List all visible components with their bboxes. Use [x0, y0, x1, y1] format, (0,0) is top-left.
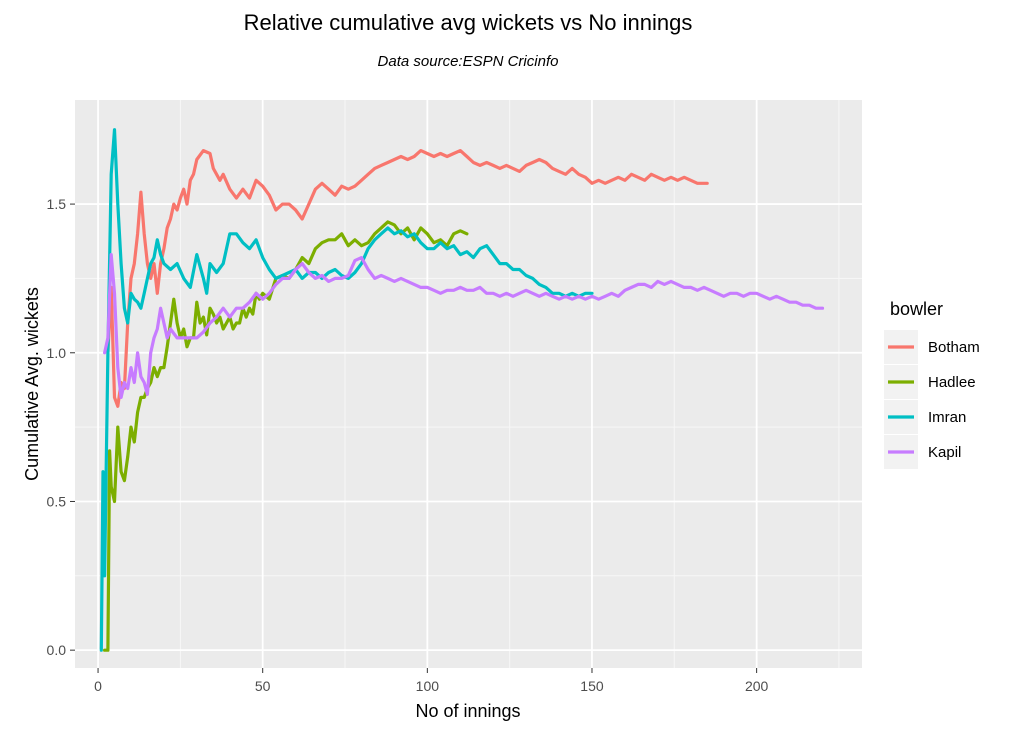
legend: bowler Botham Hadlee Imran Kapil	[884, 299, 980, 469]
y-tick-label: 0.5	[47, 493, 67, 509]
x-axis-title: No of innings	[415, 701, 520, 721]
legend-label-hadlee: Hadlee	[928, 374, 976, 391]
series-line-kapil	[103, 253, 825, 399]
x-tick-label: 200	[745, 678, 769, 694]
major-gridlines	[75, 100, 862, 668]
y-axis: 0.0 0.5 1.0 1.5	[47, 196, 75, 658]
minor-gridlines	[75, 100, 862, 668]
legend-label-kapil: Kapil	[928, 444, 961, 461]
y-tick-label: 1.5	[47, 196, 67, 212]
legend-label-imran: Imran	[928, 409, 966, 426]
x-tick-label: 50	[255, 678, 271, 694]
x-tick-label: 150	[580, 678, 604, 694]
series-line-botham	[106, 149, 709, 408]
chart-subtitle: Data source:ESPN Cricinfo	[378, 53, 559, 70]
plot-panel	[75, 100, 862, 668]
y-axis-title: Cumulative Avg. wickets	[22, 287, 42, 481]
x-tick-label: 100	[416, 678, 440, 694]
x-tick-label: 0	[94, 678, 102, 694]
legend-label-botham: Botham	[928, 339, 980, 356]
series-line-hadlee	[103, 220, 469, 652]
chart-title: Relative cumulative avg wickets vs No in…	[244, 10, 693, 35]
legend-title: bowler	[890, 299, 943, 319]
y-tick-label: 0.0	[47, 642, 67, 658]
x-axis: 0 50 100 150 200	[94, 668, 769, 694]
series-lines	[99, 128, 825, 652]
y-tick-label: 1.0	[47, 345, 67, 361]
